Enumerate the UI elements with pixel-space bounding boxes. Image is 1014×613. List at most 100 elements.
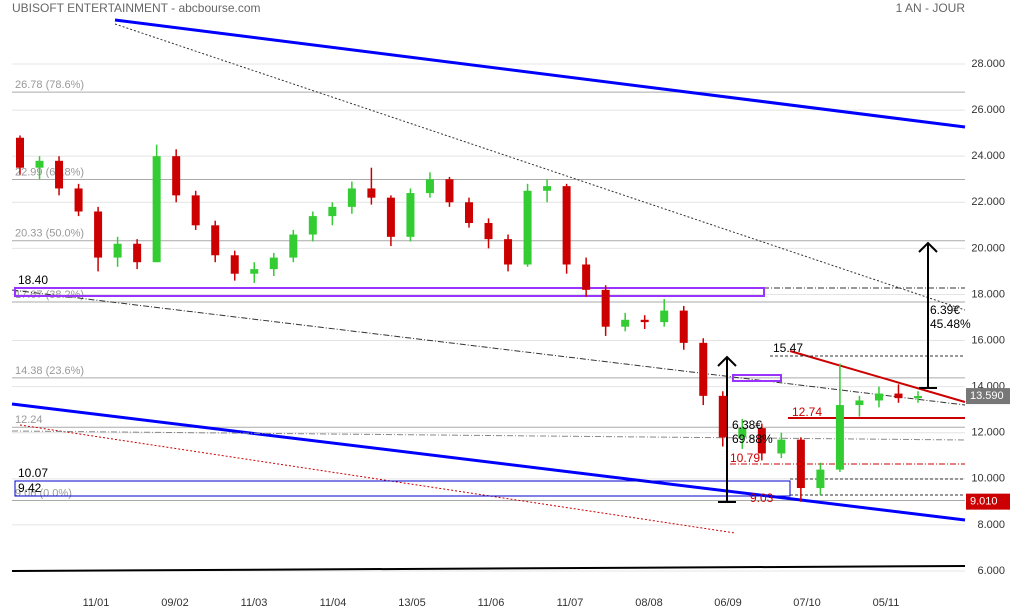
candle-body	[699, 342, 708, 396]
y-tick-label: 26.000	[971, 104, 1005, 116]
fib-label: 14.38 (23.6%)	[15, 365, 84, 377]
fib-label: 20.33 (50.0%)	[15, 228, 84, 240]
candle-body	[777, 439, 786, 454]
annotation: 45.48%	[930, 317, 971, 331]
candle-body	[74, 188, 83, 212]
fib-label: 12.24	[15, 414, 43, 426]
trend-lines	[11, 18, 966, 572]
candle-body	[562, 186, 571, 265]
annotation: 9.03	[750, 491, 774, 505]
annotation: 10.79	[730, 451, 760, 465]
fib-levels: 26.78 (78.6%) 22.99 (61.8%) 20.33 (50.0%) 1…	[12, 79, 965, 501]
x-tick-label: 11/01	[83, 597, 110, 609]
fib-label: 26.78 (78.6%)	[15, 79, 84, 91]
x-tick-label: 11/06	[478, 597, 505, 609]
candle-body	[914, 396, 922, 399]
y-tick-label: 18.000	[971, 288, 1005, 300]
candle-body	[640, 319, 649, 323]
candle-body	[113, 243, 122, 258]
triangle-top	[789, 350, 966, 403]
gray-trend	[11, 430, 966, 441]
candle-body	[55, 160, 64, 189]
price-tag-label: 9.010	[970, 496, 998, 508]
candle-body	[660, 310, 669, 323]
candle-body	[191, 195, 200, 226]
candle-body	[582, 264, 591, 290]
price-tag	[966, 388, 1010, 405]
candle-body	[16, 137, 24, 168]
arrow-head	[717, 355, 737, 503]
x-tick-label: 09/02	[161, 597, 189, 609]
candle-body	[172, 156, 181, 196]
x-tick-label: 07/10	[793, 597, 821, 609]
candle-body	[465, 202, 473, 224]
candle-body	[894, 393, 903, 399]
channel-top	[114, 18, 966, 129]
candle-body	[679, 310, 688, 343]
y-tick-label: 12.000	[971, 427, 1005, 439]
candle-body	[621, 319, 630, 327]
x-tick-label: 11/07	[557, 597, 584, 609]
x-tick-label: 11/04	[320, 597, 347, 609]
candle-body	[250, 269, 259, 274]
channel-bottom	[11, 402, 966, 522]
dash-dot-trend	[11, 289, 966, 406]
arrow-head	[918, 241, 938, 389]
candle-body	[230, 255, 239, 274]
x-tick-label: 13/05	[398, 597, 426, 609]
candle-body	[347, 188, 356, 207]
candle-body	[269, 257, 278, 270]
candle-body	[757, 428, 766, 454]
candle-body	[855, 400, 864, 406]
candle-body	[523, 190, 532, 265]
annotation: 9.42	[18, 481, 42, 495]
candle-body	[796, 439, 805, 489]
candle-body	[874, 393, 883, 401]
zone-box	[732, 374, 782, 382]
price-tag	[966, 493, 1010, 510]
red-dotted-trend	[19, 424, 736, 534]
dotted-trend	[114, 23, 966, 311]
candle-body	[504, 239, 513, 265]
candle-body	[445, 179, 454, 203]
zone-box	[14, 480, 791, 497]
candle-body	[328, 206, 337, 217]
x-tick-label: 06/09	[714, 597, 742, 609]
x-tick-label: 11/03	[241, 597, 268, 609]
candle-body	[211, 225, 220, 256]
annotation: 6.38€	[732, 418, 762, 432]
y-tick-label: 6.000	[977, 565, 1005, 577]
candle-body	[367, 188, 376, 198]
candle-body	[738, 428, 747, 438]
zone-box	[14, 287, 765, 297]
candle-body	[133, 243, 142, 263]
y-tick-label: 28.000	[971, 58, 1005, 70]
annotation: 10.07	[18, 466, 48, 480]
annotation: 18.40	[18, 273, 48, 287]
candle-body	[308, 216, 317, 235]
labels: 6.0008.00010.00012.00014.00016.00018.000…	[18, 58, 1010, 609]
candle-body	[35, 160, 44, 168]
y-tick-label: 10.000	[971, 473, 1005, 485]
annotation: 12.74	[792, 405, 822, 419]
candle-body	[835, 405, 844, 470]
price-tag-label: 13.590	[970, 390, 1004, 402]
annotation: 69.88%	[732, 432, 773, 446]
candles	[16, 135, 922, 502]
candle-body	[152, 156, 161, 263]
chart-subtitle: 1 AN - JOUR	[896, 1, 966, 15]
annotation: 15.47	[773, 341, 803, 355]
candle-body	[386, 197, 395, 237]
candle-body	[94, 211, 103, 258]
base-line	[11, 565, 966, 572]
candle-body	[484, 223, 493, 240]
candle-body	[406, 193, 415, 237]
candle-body	[718, 395, 727, 438]
y-tick-label: 24.000	[971, 150, 1005, 162]
annotation: 6.39€	[930, 303, 960, 317]
y-tick-label: 20.000	[971, 242, 1005, 254]
candle-body	[543, 186, 552, 191]
candle-body	[816, 469, 825, 489]
